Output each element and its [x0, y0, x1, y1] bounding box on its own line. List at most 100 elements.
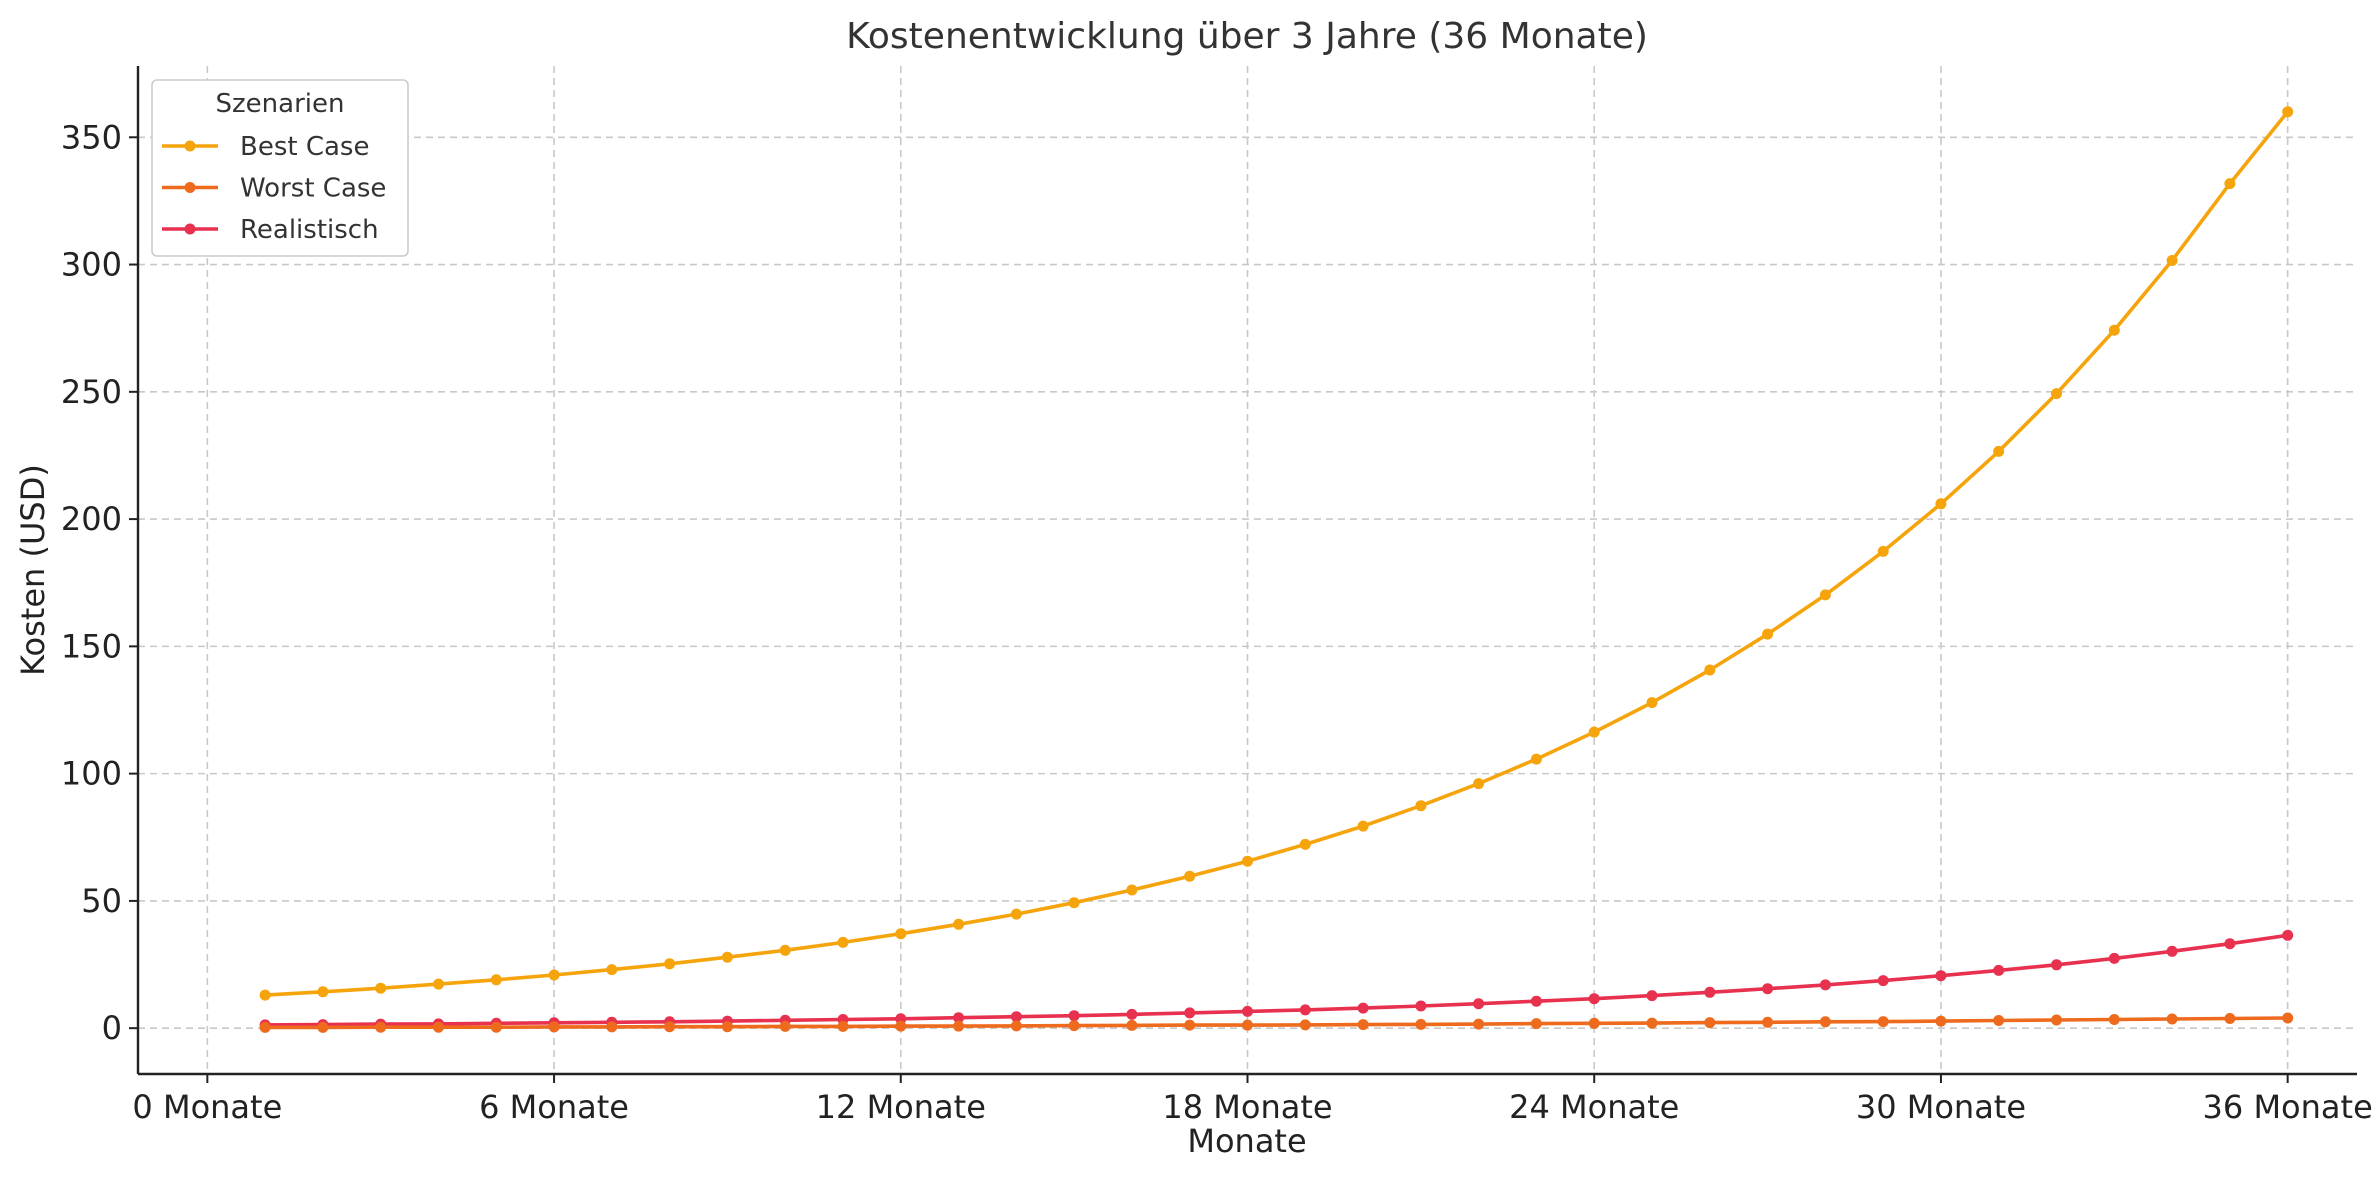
- legend-items: Best Case Worst Case Realistisch: [162, 132, 386, 245]
- data-point-realistisch: [1473, 998, 1485, 1010]
- data-point-worst-case: [1242, 1019, 1253, 1031]
- data-point-worst-case: [1993, 1015, 2005, 1026]
- data-point-worst-case: [2051, 1014, 2062, 1026]
- data-point-worst-case: [1126, 1019, 1138, 1031]
- data-point-best-case: [1819, 589, 1831, 601]
- chart-title: Kostenentwicklung über 3 Jahre (36 Monat…: [846, 16, 1648, 57]
- data-point-worst-case: [1010, 1020, 1022, 1032]
- data-point-best-case: [1415, 800, 1427, 812]
- data-point-best-case: [1357, 820, 1369, 832]
- data-point-worst-case: [1762, 1016, 1774, 1028]
- data-point-realistisch: [2282, 929, 2294, 941]
- data-point-best-case: [2282, 106, 2294, 118]
- data-point-best-case: [490, 974, 502, 986]
- data-point-best-case: [2051, 388, 2062, 400]
- data-point-best-case: [895, 928, 907, 940]
- data-point-worst-case: [317, 1021, 329, 1033]
- x-axis-label: Monate: [1187, 1122, 1306, 1160]
- legend-marker-realistisch: [184, 223, 196, 235]
- data-point-best-case: [953, 918, 965, 930]
- legend-title: Szenarien: [216, 89, 345, 119]
- series-realistisch: [259, 929, 2294, 1031]
- data-point-realistisch: [1010, 1011, 1022, 1023]
- series-line-worst-case: [265, 1016, 2288, 1030]
- data-point-realistisch: [2051, 959, 2062, 971]
- data-point-worst-case: [1530, 1018, 1542, 1030]
- data-point-realistisch: [1530, 995, 1542, 1007]
- data-point-best-case: [1704, 664, 1716, 676]
- data-point-worst-case: [2108, 1014, 2120, 1025]
- x-tick-label: 18 Monate: [1162, 1088, 1332, 1126]
- data-point-worst-case: [779, 1020, 791, 1032]
- x-tick-label: 36 Monate: [2203, 1088, 2373, 1126]
- y-tick-label: 0: [102, 1009, 122, 1047]
- y-tick-label: 100: [61, 755, 122, 793]
- data-point-worst-case: [1819, 1016, 1831, 1028]
- data-point-best-case: [837, 936, 849, 948]
- data-point-realistisch: [1646, 990, 1658, 1002]
- data-point-best-case: [1646, 697, 1658, 709]
- data-point-best-case: [259, 989, 271, 1001]
- data-point-best-case: [1068, 897, 1080, 909]
- x-tick-label: 24 Monate: [1509, 1088, 1679, 1126]
- data-point-realistisch: [2166, 945, 2178, 957]
- series-worst-case: [259, 1012, 2294, 1033]
- data-point-realistisch: [2224, 938, 2236, 950]
- x-tick-label: 0 Monate: [132, 1088, 282, 1126]
- data-point-worst-case: [1588, 1017, 1600, 1029]
- data-point-worst-case: [2166, 1013, 2178, 1025]
- data-point-best-case: [1588, 726, 1600, 738]
- data-point-best-case: [1242, 855, 1253, 867]
- y-tick-label: 250: [61, 373, 122, 411]
- x-tick-label: 12 Monate: [816, 1088, 986, 1126]
- data-point-best-case: [2224, 178, 2236, 190]
- legend-marker-best-case: [184, 140, 196, 152]
- data-point-worst-case: [606, 1021, 618, 1033]
- data-point-realistisch: [1299, 1004, 1311, 1016]
- y-tick-label: 200: [61, 500, 122, 538]
- data-point-best-case: [779, 944, 791, 956]
- data-point-best-case: [1473, 778, 1485, 790]
- data-point-realistisch: [1935, 970, 1947, 982]
- data-point-worst-case: [2282, 1012, 2294, 1024]
- legend-marker-worst-case: [184, 182, 196, 193]
- data-point-worst-case: [375, 1021, 387, 1033]
- data-point-worst-case: [837, 1020, 849, 1032]
- data-point-best-case: [1935, 498, 1947, 510]
- data-point-worst-case: [548, 1021, 560, 1033]
- y-tick-label: 350: [61, 118, 122, 156]
- series-line-realistisch: [265, 933, 2288, 1027]
- data-point-worst-case: [1646, 1017, 1658, 1029]
- data-point-best-case: [548, 969, 560, 981]
- data-point-realistisch: [1242, 1005, 1253, 1017]
- y-axis-label: Kosten (USD): [14, 464, 52, 676]
- data-point-realistisch: [1415, 1000, 1427, 1012]
- legend: Szenarien Best Case Worst Case Realistisch: [151, 79, 409, 257]
- data-point-realistisch: [1704, 986, 1716, 998]
- data-point-best-case: [2108, 324, 2120, 336]
- legend-label-worst-case: Worst Case: [240, 174, 386, 204]
- data-point-realistisch: [1184, 1007, 1196, 1019]
- data-point-worst-case: [664, 1021, 676, 1033]
- data-point-worst-case: [1068, 1020, 1080, 1032]
- data-point-best-case: [1877, 545, 1889, 557]
- series-best-case: [259, 106, 2294, 1001]
- data-point-best-case: [1993, 445, 2005, 457]
- data-point-worst-case: [1935, 1015, 1947, 1027]
- data-point-worst-case: [953, 1020, 965, 1032]
- data-point-worst-case: [1473, 1018, 1485, 1030]
- data-point-best-case: [1299, 838, 1311, 850]
- data-point-realistisch: [953, 1012, 965, 1024]
- data-point-realistisch: [1068, 1010, 1080, 1022]
- data-point-worst-case: [259, 1021, 271, 1033]
- data-point-worst-case: [490, 1021, 502, 1033]
- data-point-best-case: [721, 951, 733, 963]
- data-point-best-case: [375, 982, 387, 994]
- data-point-best-case: [317, 986, 329, 998]
- data-point-worst-case: [1415, 1018, 1427, 1030]
- data-point-best-case: [1010, 908, 1022, 920]
- data-point-worst-case: [1357, 1019, 1369, 1031]
- data-point-best-case: [1184, 870, 1196, 882]
- data-point-realistisch: [1762, 983, 1774, 995]
